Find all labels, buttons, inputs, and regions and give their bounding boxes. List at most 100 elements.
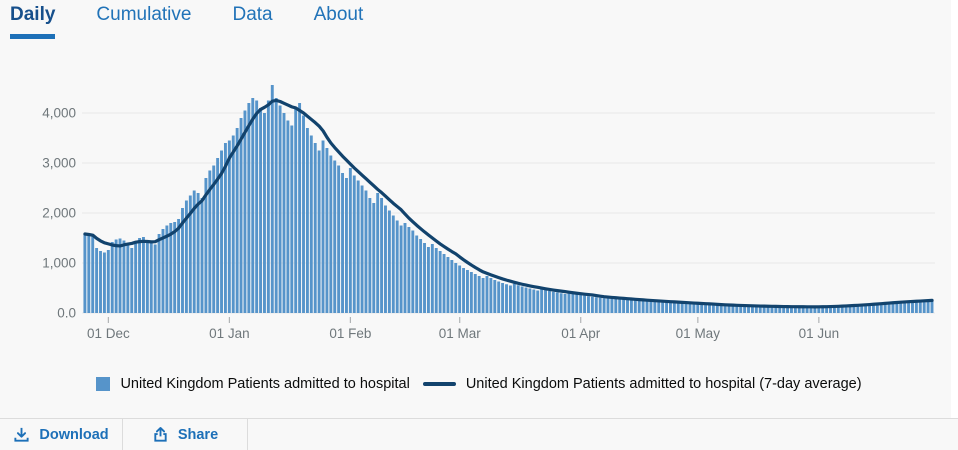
admissions-bar[interactable] [223,143,227,313]
admissions-bar[interactable] [766,306,770,313]
admissions-bar[interactable] [352,175,356,314]
admissions-bar[interactable] [657,302,661,313]
admissions-bar[interactable] [747,306,750,313]
admissions-bar[interactable] [930,299,934,313]
admissions-bar[interactable] [778,306,782,313]
admissions-bar[interactable] [438,251,442,313]
admissions-bar[interactable] [555,292,559,314]
admissions-bar[interactable] [676,302,680,313]
admissions-bar[interactable] [512,283,516,313]
admissions-bar[interactable] [305,128,309,313]
admissions-bar[interactable] [711,304,715,313]
admissions-bar[interactable] [298,103,302,313]
admissions-bar[interactable] [758,306,762,313]
admissions-bar[interactable] [856,304,860,313]
legend-item-average-line[interactable]: United Kingdom Patients admitted to hosp… [422,376,862,392]
admissions-bar[interactable] [587,296,590,313]
admissions-bar[interactable] [481,278,485,313]
admissions-bar[interactable] [692,303,696,314]
admissions-bar[interactable] [645,301,649,313]
admissions-bar[interactable] [809,306,813,313]
download-button[interactable]: Download [0,419,123,450]
admissions-bar[interactable] [528,288,532,314]
admissions-bar[interactable] [329,155,333,314]
admissions-bar[interactable] [665,301,668,313]
admissions-bar[interactable] [903,301,907,313]
admissions-bar[interactable] [313,143,317,313]
admissions-bar[interactable] [813,306,817,313]
admissions-bar[interactable] [821,306,825,314]
admissions-bar[interactable] [782,306,786,313]
admissions-bar[interactable] [118,238,122,314]
admissions-bar[interactable] [204,178,208,313]
admissions-bar[interactable] [212,165,216,314]
admissions-bar[interactable] [700,304,704,313]
admissions-bar[interactable] [345,178,348,313]
admissions-bar[interactable] [138,238,141,313]
admissions-bar[interactable] [368,198,372,313]
admissions-bar[interactable] [469,272,473,313]
admissions-bar[interactable] [505,284,508,313]
admissions-bar[interactable] [606,297,610,313]
admissions-bar[interactable] [395,220,399,314]
admissions-bar[interactable] [169,223,173,313]
admissions-bar[interactable] [387,210,391,314]
admissions-bar[interactable] [805,306,809,313]
admissions-bar[interactable] [770,306,774,313]
admissions-bar[interactable] [391,215,395,314]
admissions-bar[interactable] [602,298,606,313]
admissions-bar[interactable] [626,299,629,313]
admissions-bar[interactable] [87,235,91,313]
admissions-bar[interactable] [739,305,743,313]
admissions-bar[interactable] [270,85,274,313]
admissions-bar[interactable] [825,306,829,313]
admissions-bar[interactable] [622,299,626,314]
admissions-bar[interactable] [153,244,157,314]
admissions-bar[interactable] [914,300,918,314]
admissions-bar[interactable] [926,300,930,313]
admissions-bar[interactable] [372,203,376,313]
admissions-bar[interactable] [836,305,840,313]
admissions-bar[interactable] [477,276,481,313]
admissions-bar[interactable] [442,254,446,313]
admissions-bar[interactable] [426,247,430,313]
admissions-bar[interactable] [411,230,415,314]
admissions-bar[interactable] [145,240,149,313]
admissions-bar[interactable] [317,150,321,314]
admissions-bar[interactable] [508,285,512,314]
admissions-bar[interactable] [559,293,563,313]
admissions-bar[interactable] [278,105,282,314]
admissions-bar[interactable] [247,103,251,313]
admissions-bar[interactable] [341,173,344,313]
admissions-bar[interactable] [832,305,836,313]
admissions-bar[interactable] [598,297,602,313]
admissions-bar[interactable] [423,243,426,313]
admissions-bar[interactable] [235,128,239,313]
admissions-bar[interactable] [473,274,477,313]
tab-about[interactable]: About [313,4,364,25]
admissions-bar[interactable] [196,193,200,313]
share-button[interactable]: Share [123,419,248,450]
admissions-bar[interactable] [290,125,294,314]
admissions-bar[interactable] [286,120,290,314]
admissions-bar[interactable] [157,234,161,313]
admissions-bar[interactable] [177,219,181,313]
admissions-bar[interactable] [458,265,462,314]
admissions-bar[interactable] [149,243,153,313]
admissions-bar[interactable] [583,295,587,313]
admissions-bar[interactable] [629,300,633,313]
admissions-bar[interactable] [321,140,325,314]
admissions-bar[interactable] [797,306,801,313]
admissions-bar[interactable] [848,305,852,313]
admissions-bar[interactable] [762,306,766,313]
admissions-bar[interactable] [430,244,434,313]
admissions-bar[interactable] [719,305,723,313]
admissions-bar[interactable] [680,303,684,313]
admissions-bar[interactable] [294,108,298,313]
admissions-bar[interactable] [793,306,797,313]
admissions-bar[interactable] [364,190,368,314]
admissions-bar[interactable] [571,293,575,313]
admissions-bar[interactable] [434,248,438,313]
admissions-bar[interactable] [302,115,305,314]
admissions-bar[interactable] [380,198,384,313]
